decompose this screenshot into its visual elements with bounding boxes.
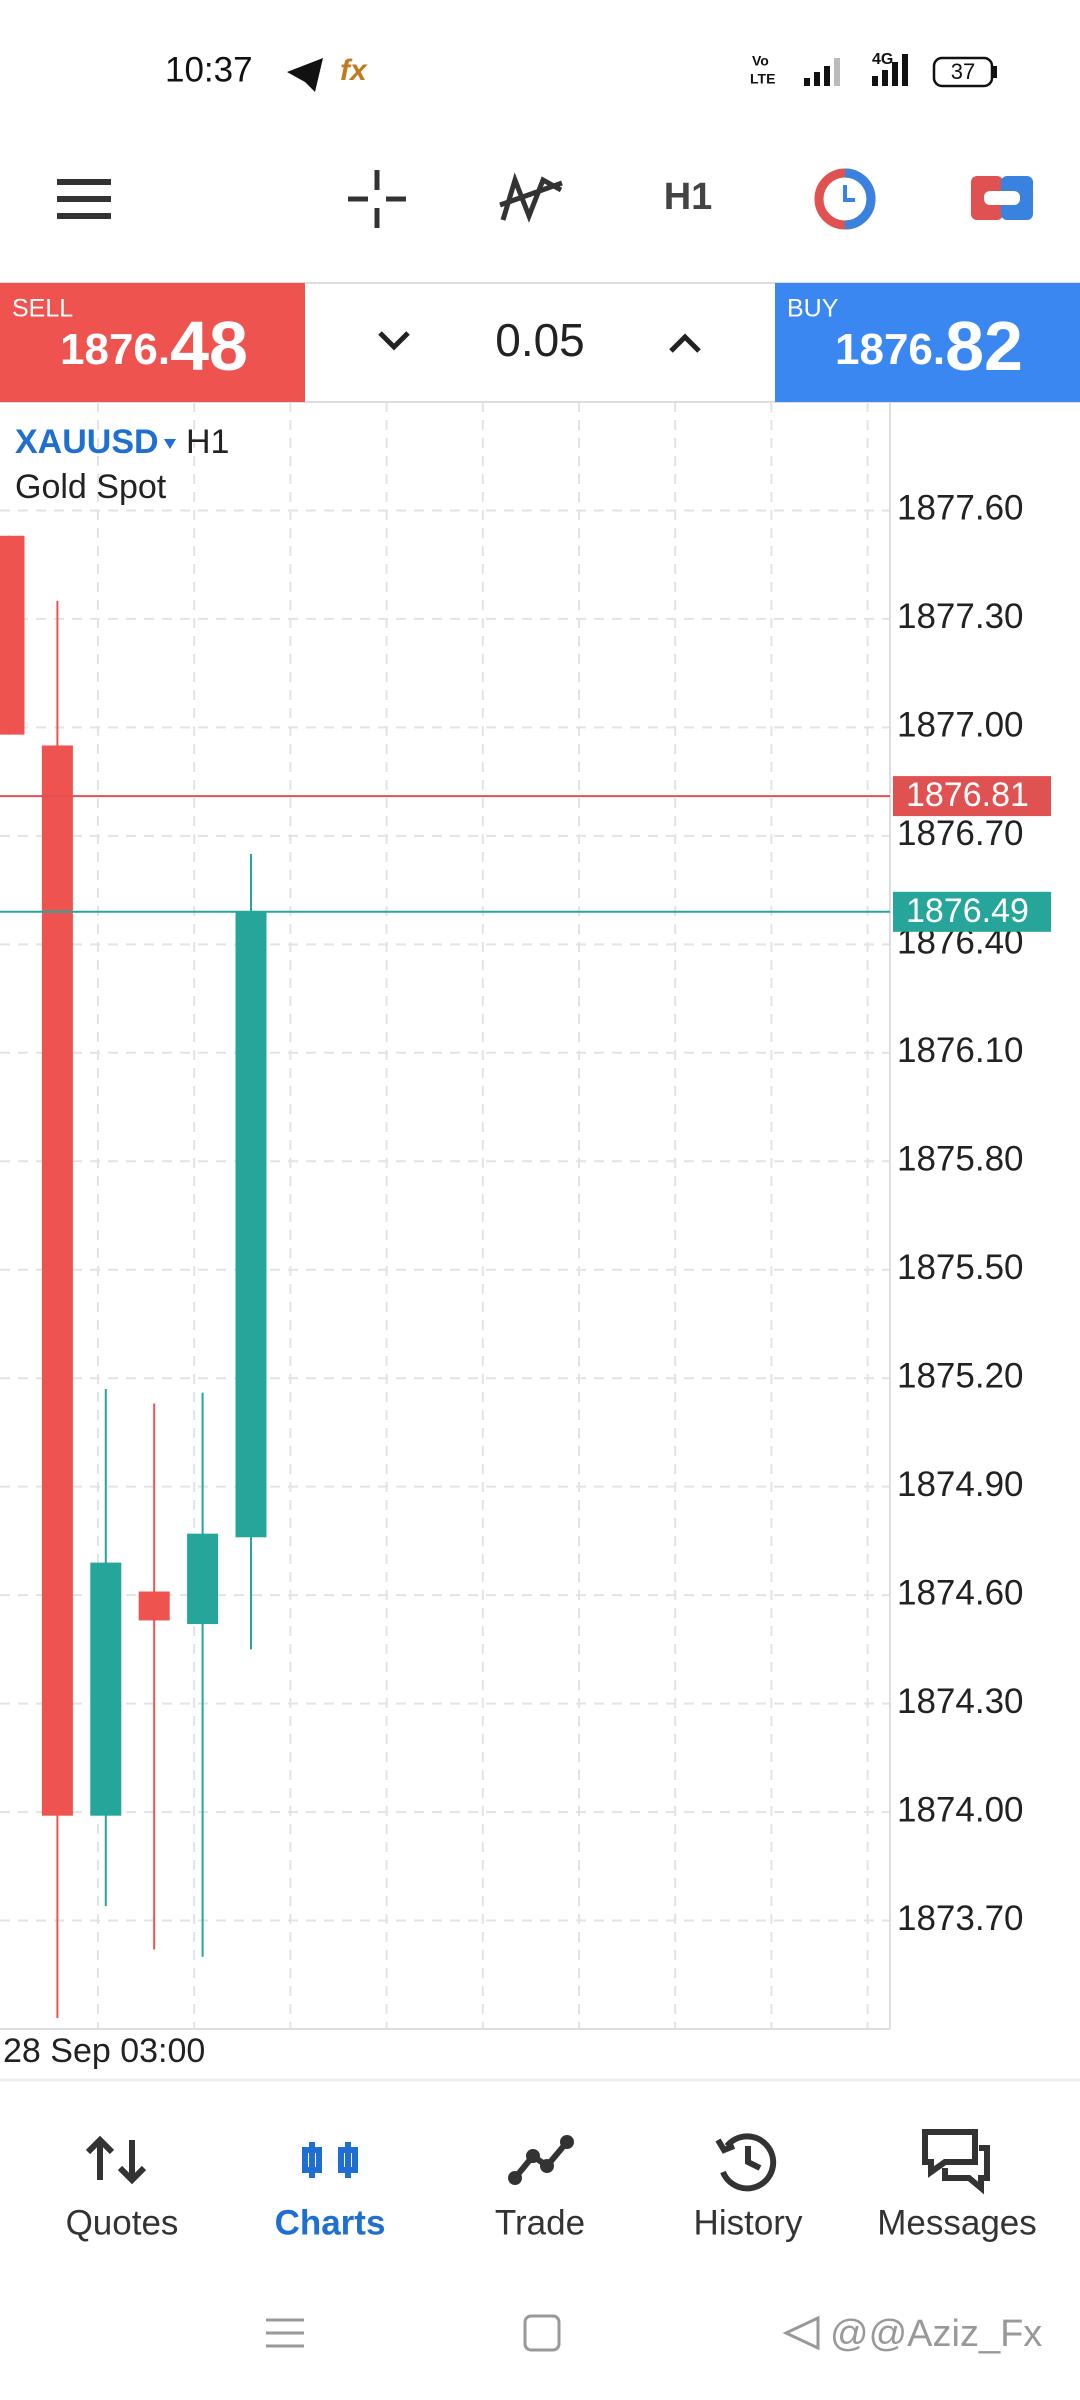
buy-price-frac: 82 xyxy=(945,307,1023,385)
sell-price: 1876.48 xyxy=(60,307,248,385)
volte-1: Vo xyxy=(752,53,769,69)
x-axis-label: 28 Sep 03:00 xyxy=(3,2032,205,2070)
indicator-icon[interactable] xyxy=(499,172,563,223)
nav-icon[interactable] xyxy=(302,2142,358,2178)
signal-1 xyxy=(804,58,840,86)
candle-body xyxy=(41,745,73,1816)
bottom-nav: Quotes Charts Trade History Messages xyxy=(66,2129,1037,2242)
buy-price: 1876.82 xyxy=(835,307,1023,385)
y-tick-label: 1874.30 xyxy=(897,1682,1024,1721)
menu-icon[interactable] xyxy=(57,179,111,219)
y-tick-label: 1876.10 xyxy=(897,1031,1024,1070)
nav-icon-dot xyxy=(508,2171,522,2185)
y-tick-label: 1876.70 xyxy=(897,814,1024,853)
nav-icon[interactable] xyxy=(715,2133,777,2192)
chart: 1873.70 1874.00 1874.30 1874.60 1874.90 1875.… xyxy=(0,402,1051,2030)
volume-up[interactable] xyxy=(669,333,701,353)
nav-label[interactable]: History xyxy=(694,2203,803,2242)
y-tick-label: 1873.70 xyxy=(897,1899,1024,1938)
trade-toggle-icon[interactable] xyxy=(971,176,1033,220)
status-time: 10:37 xyxy=(165,50,253,89)
nav-icon[interactable] xyxy=(85,2135,147,2185)
telegram-icon xyxy=(287,58,323,92)
battery-tip xyxy=(993,66,997,78)
price-tag xyxy=(893,776,1051,817)
volume[interactable]: 0.05 xyxy=(495,314,585,366)
price-tag-label: 1876.81 xyxy=(906,776,1029,814)
nav-icon-dot xyxy=(560,2135,574,2149)
system-nav xyxy=(266,2314,820,2352)
candle-body xyxy=(235,911,267,1538)
symbol-description: Gold Spot xyxy=(15,468,167,506)
nav-icon-dot xyxy=(526,2149,540,2163)
y-tick-label: 1875.20 xyxy=(897,1356,1024,1395)
buy-price-int: 1876. xyxy=(835,325,945,374)
battery-level: 37 xyxy=(951,59,975,84)
nav-label[interactable]: Charts xyxy=(275,2203,386,2242)
y-tick-label: 1877.00 xyxy=(897,706,1024,745)
volte-2: LTE xyxy=(750,71,775,87)
sell-price-frac: 48 xyxy=(170,307,248,385)
clock-icon[interactable] xyxy=(814,168,876,230)
sell-button[interactable] xyxy=(0,283,305,402)
price-tag xyxy=(893,891,1051,932)
network-type: 4G xyxy=(872,51,893,68)
y-tick-label: 1877.60 xyxy=(897,489,1024,528)
y-tick-label: 1875.80 xyxy=(897,1140,1024,1179)
symbol-dropdown[interactable] xyxy=(164,439,176,449)
y-tick-label: 1874.00 xyxy=(897,1790,1024,1829)
chart-timeframe: H1 xyxy=(186,423,229,461)
battery xyxy=(932,56,994,88)
watermark: @@Aziz_Fx xyxy=(830,2313,1042,2355)
volume-down[interactable] xyxy=(378,331,410,351)
candle-body xyxy=(187,1533,219,1625)
y-tick-label: 1877.30 xyxy=(897,597,1024,636)
candle-body xyxy=(0,535,25,735)
timeframe-button[interactable]: H1 xyxy=(664,176,713,218)
y-tick-label: 1874.60 xyxy=(897,1573,1024,1612)
nav-icon-dot xyxy=(540,2159,554,2173)
price-tag-label: 1876.49 xyxy=(906,892,1029,930)
signal-2 xyxy=(872,54,908,86)
nav-icon[interactable] xyxy=(512,2140,570,2180)
app-icon: fx xyxy=(340,54,368,87)
y-tick-label: 1874.90 xyxy=(897,1465,1024,1504)
nav-label[interactable]: Quotes xyxy=(66,2203,179,2242)
crosshair-icon[interactable] xyxy=(348,170,406,228)
nav-label[interactable]: Messages xyxy=(877,2203,1037,2242)
y-tick-label: 1875.50 xyxy=(897,1248,1024,1287)
sell-label: SELL xyxy=(12,295,73,323)
buy-label: BUY xyxy=(787,295,839,323)
buy-button[interactable] xyxy=(775,283,1080,402)
symbol[interactable]: XAUUSD xyxy=(15,423,159,461)
sell-price-int: 1876. xyxy=(60,325,170,374)
candle-body xyxy=(90,1562,122,1816)
nav-label[interactable]: Trade xyxy=(495,2203,585,2242)
candle-body xyxy=(138,1591,170,1621)
nav-icon[interactable] xyxy=(922,2129,990,2195)
